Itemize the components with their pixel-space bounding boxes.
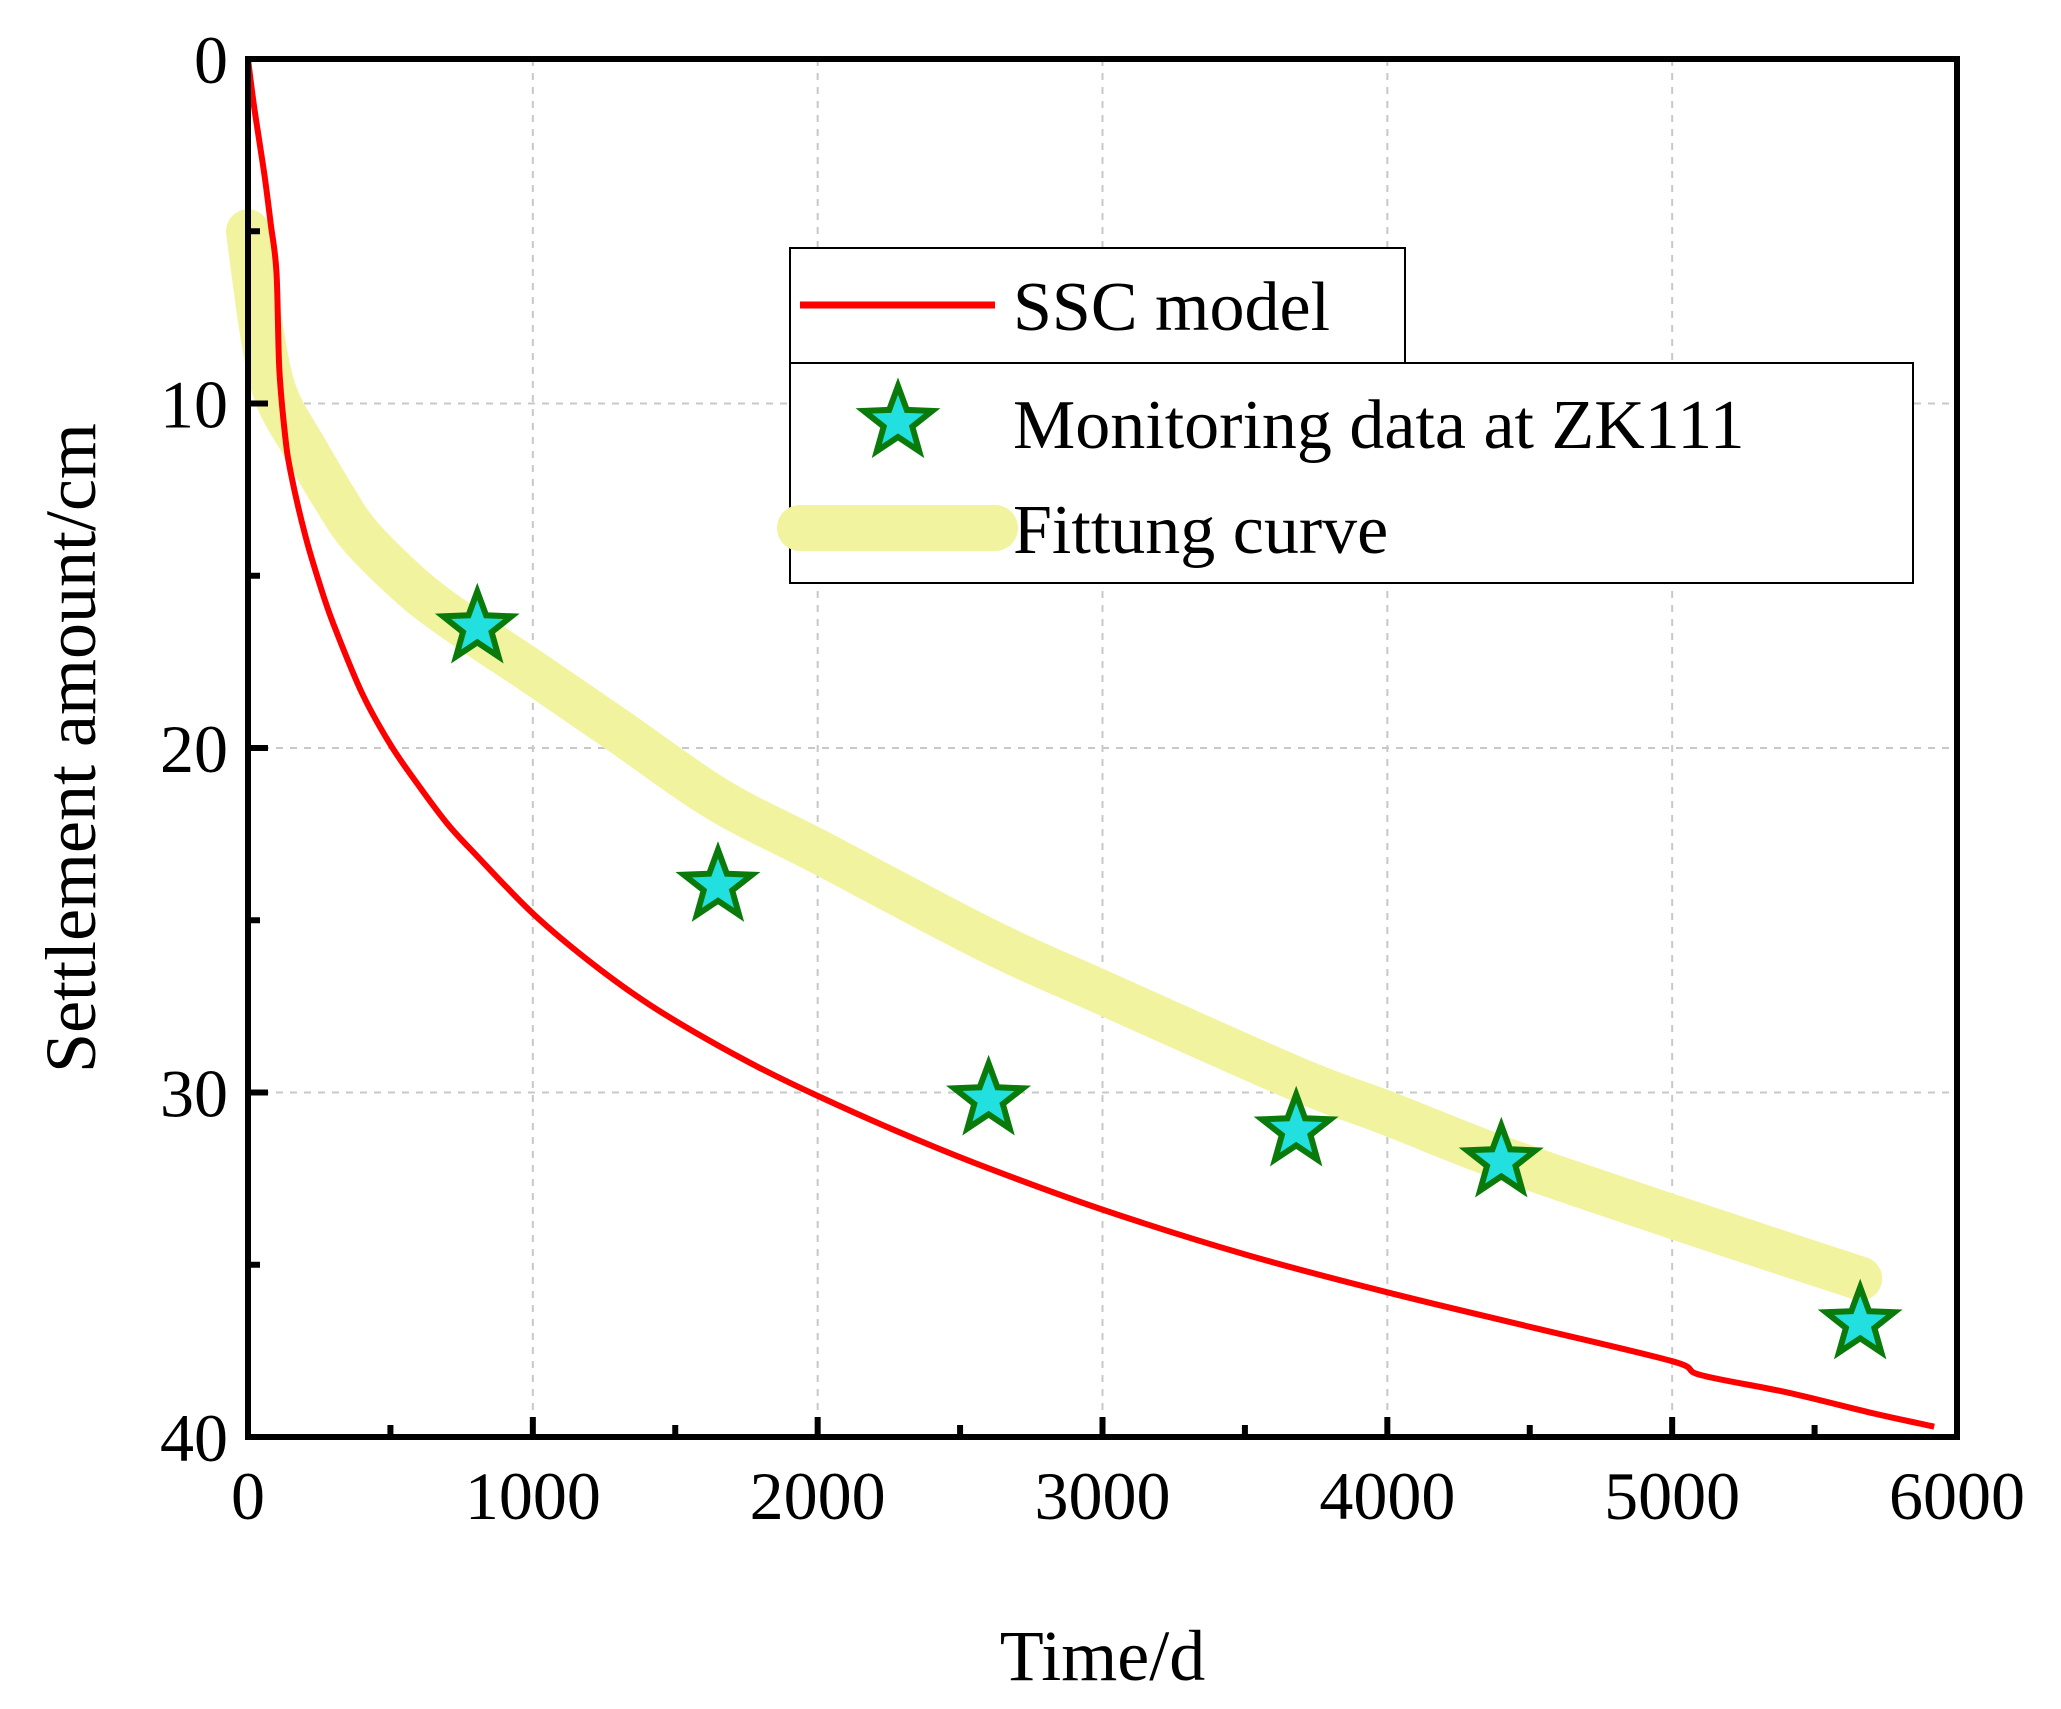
y-tick-label: 30 [160,1056,228,1132]
tick-labels: 0 1000 2000 3000 4000 5000 6000 0 10 20 30 40 [160,22,2025,1534]
x-tick-label: 3000 [1035,1458,1171,1534]
legend-fit-label: Fittung curve [1013,492,1388,569]
ssc-model-line [245,58,1935,1430]
y-tick-label: 40 [160,1400,228,1476]
x-tick-label: 0 [231,1458,265,1534]
monitoring-point [1817,1278,1903,1360]
fit-curve-band [226,209,1883,1301]
axis-ticks [245,56,1960,1440]
x-tick-label: 1000 [465,1458,601,1534]
x-tick-label: 2000 [750,1458,886,1534]
legend-star-icon [855,377,941,459]
fit-curve-layer [226,209,1883,1301]
y-tick-label: 10 [160,367,228,443]
monitoring-point [434,582,520,664]
x-tick-label: 4000 [1319,1458,1455,1534]
legend: SSC model Monitoring data at ZK111 Fittu… [777,247,1914,584]
legend-monitoring-label: Monitoring data at ZK111 [1013,387,1745,464]
x-tick-label: 6000 [1889,1458,2025,1534]
monitoring-points-layer [434,582,1903,1360]
monitoring-point [1253,1085,1339,1167]
y-tick-label: 20 [160,711,228,787]
x-axis-label: Time/d [1000,1616,1205,1696]
y-axis-label: Settlement amount/cm [31,423,111,1073]
x-tick-label: 5000 [1604,1458,1740,1534]
monitoring-point [1458,1116,1544,1198]
monitoring-point [946,1054,1032,1136]
monitoring-point [675,841,761,922]
y-tick-label: 0 [194,22,228,98]
ssc-model-layer [245,58,1935,1430]
legend-ssc-label: SSC model [1013,269,1330,346]
